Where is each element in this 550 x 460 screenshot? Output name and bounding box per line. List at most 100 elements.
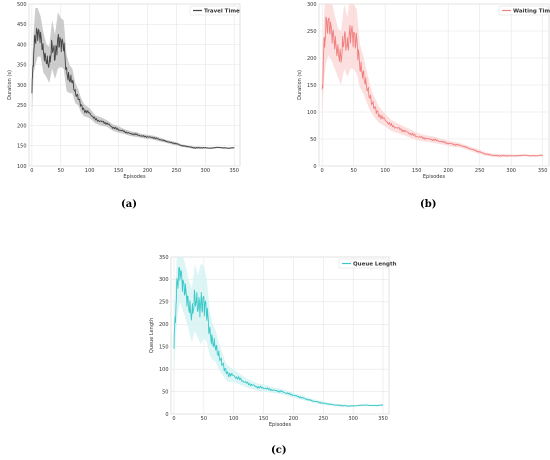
data-point: [227, 373, 229, 374]
y-tick-label: 100: [307, 110, 317, 116]
x-axis-label: Episodes: [423, 174, 446, 180]
data-point: [206, 310, 208, 312]
data-point: [362, 73, 364, 75]
data-point: [176, 143, 177, 145]
x-tick-label: 100: [229, 416, 239, 422]
data-point: [369, 95, 370, 97]
x-tick-label: 300: [201, 168, 211, 174]
data-point: [224, 368, 226, 370]
data-point: [447, 143, 449, 144]
y-tick-label: 200: [159, 322, 169, 328]
x-tick-label: 200: [443, 168, 453, 174]
data-point: [422, 137, 424, 139]
data-point: [112, 127, 114, 128]
data-point: [410, 133, 411, 134]
data-point: [454, 144, 455, 145]
data-point: [203, 301, 205, 303]
data-point: [46, 60, 47, 61]
data-point: [441, 141, 443, 142]
data-point: [239, 378, 240, 380]
data-point: [37, 32, 38, 33]
data-point: [100, 121, 102, 122]
x-tick-label: 100: [380, 168, 390, 174]
y-axis-label: Duration (s): [297, 70, 303, 100]
y-tick-label: 150: [17, 144, 27, 150]
y-tick-label: 300: [307, 2, 317, 8]
data-point: [346, 405, 348, 407]
data-point: [51, 44, 53, 45]
data-point: [210, 147, 212, 149]
data-point: [340, 57, 342, 59]
data-point: [323, 402, 324, 404]
data-point: [83, 109, 85, 111]
data-point: [334, 41, 336, 43]
legend-box: [498, 5, 548, 16]
data-point: [141, 135, 143, 137]
data-point: [199, 147, 200, 149]
caption-b: (b): [420, 199, 437, 210]
data-point: [517, 155, 518, 157]
data-point: [328, 403, 330, 405]
data-point: [263, 387, 264, 389]
data-point: [135, 134, 137, 135]
data-point: [173, 346, 175, 348]
data-point: [63, 44, 64, 45]
data-point: [31, 92, 33, 94]
y-tick-label: 250: [307, 29, 317, 35]
y-tick-label: 100: [17, 164, 27, 170]
data-point: [428, 138, 430, 140]
series-line: [31, 27, 235, 149]
data-point: [460, 145, 462, 146]
data-point: [331, 30, 332, 32]
data-point: [358, 405, 360, 406]
data-point: [350, 30, 351, 32]
series-line: [173, 266, 384, 407]
data-point: [35, 36, 36, 37]
data-point: [57, 40, 59, 41]
data-point: [80, 104, 82, 106]
data-point: [194, 297, 196, 298]
data-point: [340, 405, 342, 406]
y-tick-label: 300: [17, 83, 27, 89]
x-tick-label: 200: [289, 416, 299, 422]
data-point: [403, 130, 405, 132]
data-point: [473, 149, 474, 151]
data-point: [337, 52, 339, 53]
y-tick-label: 100: [159, 367, 169, 373]
x-tick-label: 250: [475, 168, 485, 174]
chart-queue-length: 0 50 100 150 200 250 300 350 0 50 100 150 200 250 300 3…: [149, 255, 397, 428]
data-point: [245, 382, 246, 383]
data-point: [77, 96, 79, 98]
data-point: [397, 127, 399, 129]
data-point: [251, 384, 252, 386]
data-point: [191, 315, 193, 316]
data-point: [221, 362, 223, 363]
legend-box: [189, 5, 239, 16]
x-tick-label: 100: [85, 168, 95, 174]
x-tick-label: 300: [348, 416, 358, 422]
data-point: [269, 389, 270, 390]
legend-label: Travel Time: [204, 9, 240, 15]
x-tick-label: 50: [201, 416, 207, 422]
data-point: [33, 52, 34, 53]
data-point: [317, 401, 318, 403]
data-point: [353, 36, 354, 37]
data-point: [359, 65, 361, 67]
data-point: [89, 113, 90, 114]
data-point: [334, 404, 336, 406]
data-point: [352, 405, 354, 407]
y-tick-label: 250: [17, 103, 27, 109]
data-point: [498, 155, 499, 157]
data-point: [311, 400, 312, 401]
series-band: [322, 4, 543, 158]
data-point: [375, 109, 377, 110]
y-tick-label: 50: [310, 137, 316, 143]
data-point: [384, 119, 386, 121]
data-point: [233, 147, 235, 149]
data-point: [343, 36, 345, 37]
data-point: [170, 142, 171, 143]
x-tick-label: 150: [412, 168, 422, 174]
x-tick-label: 150: [259, 416, 269, 422]
data-point: [323, 46, 325, 48]
data-point: [158, 138, 160, 140]
